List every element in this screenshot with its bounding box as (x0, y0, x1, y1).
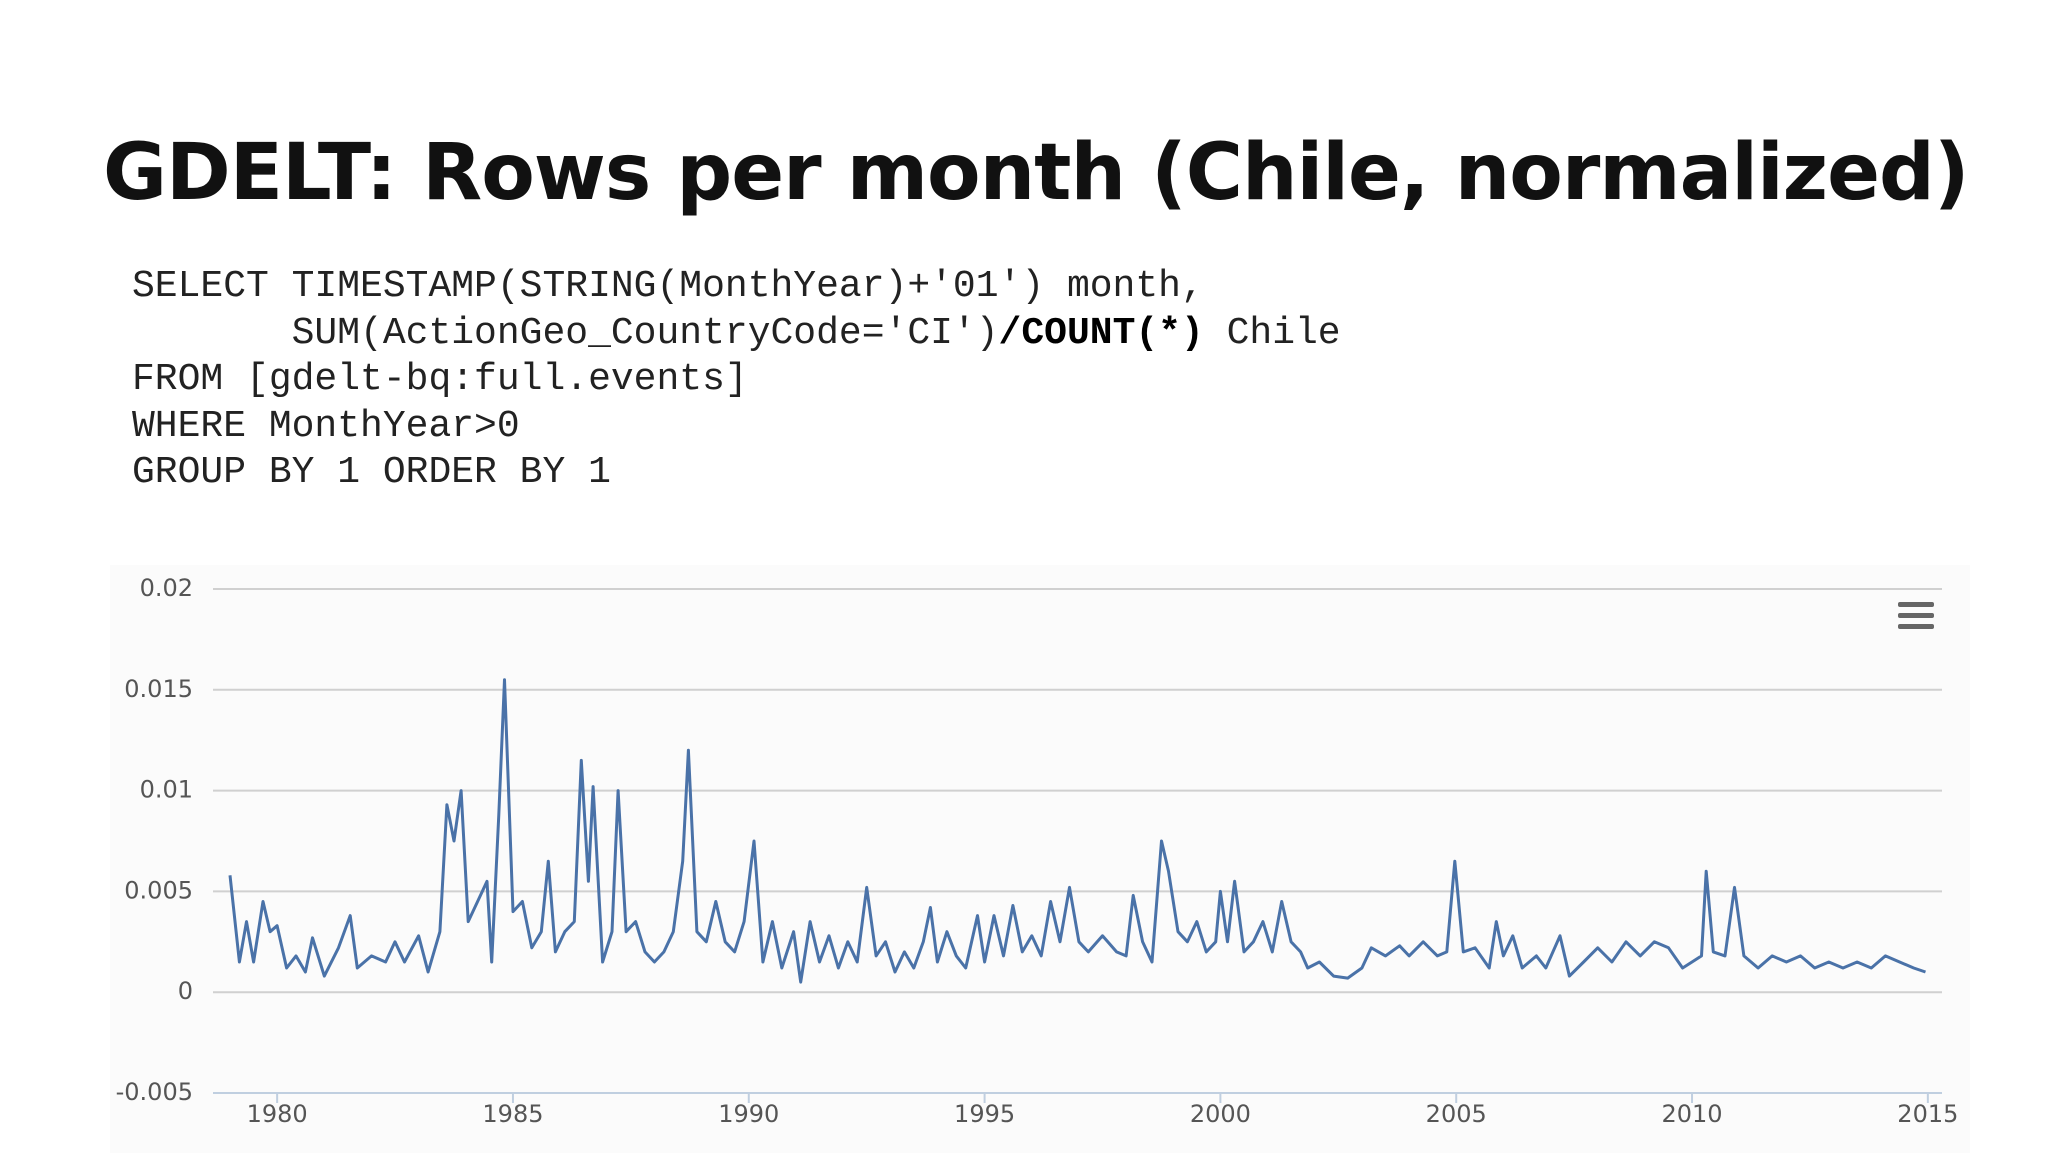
code-text: SUM(ActionGeo_CountryCode='CI') (132, 311, 999, 355)
menu-bar (1898, 613, 1934, 618)
code-text: GROUP BY 1 ORDER BY 1 (132, 451, 611, 494)
code-line: SELECT TIMESTAMP(STRING(MonthYear)+'01')… (132, 264, 1341, 311)
code-text: Chile (1203, 311, 1341, 355)
menu-bar (1898, 602, 1934, 607)
x-tick-label: 1995 (954, 1100, 1015, 1128)
menu-bar (1898, 624, 1934, 629)
y-tick-label: -0.005 (116, 1078, 193, 1106)
y-tick-label: 0.005 (124, 876, 193, 904)
code-line: FROM [gdelt-bq:full.events] (132, 357, 1341, 404)
x-tick-label: 1980 (247, 1100, 308, 1128)
code-text: FROM [gdelt-bq:full.events] (132, 358, 748, 401)
code-line: WHERE MonthYear>0 (132, 404, 1341, 451)
y-tick-label: 0.01 (140, 776, 193, 804)
code-text: /COUNT(*) (998, 311, 1204, 355)
x-tick-label: 2010 (1661, 1100, 1722, 1128)
x-tick-label: 2015 (1897, 1100, 1958, 1128)
x-tick-label: 1990 (718, 1100, 779, 1128)
y-tick-label: 0.02 (140, 574, 193, 602)
x-tick-label: 2005 (1426, 1100, 1487, 1128)
x-tick-label: 2000 (1190, 1100, 1251, 1128)
chart-background (110, 565, 1970, 1153)
y-tick-label: 0 (178, 977, 193, 1005)
code-line: SUM(ActionGeo_CountryCode='CI')/COUNT(*)… (132, 311, 1341, 358)
menu-icon[interactable] (1898, 602, 1934, 629)
slide-title: GDELT: Rows per month (Chile, normalized… (103, 128, 1969, 218)
x-tick-label: 1985 (482, 1100, 543, 1128)
y-tick-label: 0.015 (124, 675, 193, 703)
code-text: SELECT TIMESTAMP(STRING(MonthYear)+'01')… (132, 265, 1204, 308)
code-block: SELECT TIMESTAMP(STRING(MonthYear)+'01')… (132, 264, 1341, 497)
code-line: GROUP BY 1 ORDER BY 1 (132, 450, 1341, 497)
data-line (228, 678, 1926, 984)
code-text: WHERE MonthYear>0 (132, 404, 520, 448)
